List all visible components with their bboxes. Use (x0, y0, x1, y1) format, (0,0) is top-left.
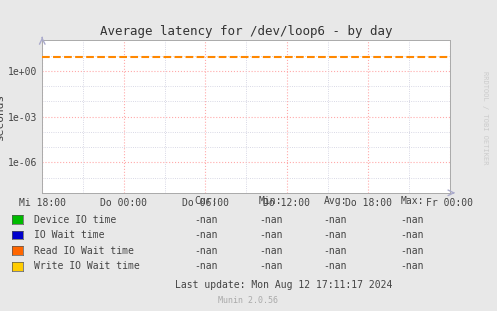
Text: IO Wait time: IO Wait time (34, 230, 104, 240)
Text: -nan: -nan (401, 246, 424, 256)
Title: Average latency for /dev/loop6 - by day: Average latency for /dev/loop6 - by day (100, 25, 392, 38)
Text: Max:: Max: (401, 196, 424, 206)
Text: Munin 2.0.56: Munin 2.0.56 (219, 296, 278, 305)
Text: Avg:: Avg: (324, 196, 347, 206)
Text: Last update: Mon Aug 12 17:11:17 2024: Last update: Mon Aug 12 17:11:17 2024 (174, 280, 392, 290)
Text: -nan: -nan (194, 230, 218, 240)
Text: Cur:: Cur: (194, 196, 218, 206)
Text: -nan: -nan (401, 215, 424, 225)
Text: -nan: -nan (324, 215, 347, 225)
Text: -nan: -nan (194, 215, 218, 225)
Text: -nan: -nan (401, 230, 424, 240)
Text: -nan: -nan (401, 261, 424, 271)
Text: -nan: -nan (194, 261, 218, 271)
Text: Min:: Min: (259, 196, 283, 206)
Text: -nan: -nan (324, 261, 347, 271)
Text: -nan: -nan (259, 215, 283, 225)
Text: -nan: -nan (324, 246, 347, 256)
Y-axis label: seconds: seconds (0, 93, 5, 140)
Text: -nan: -nan (324, 230, 347, 240)
Text: Write IO Wait time: Write IO Wait time (34, 261, 140, 271)
Text: Read IO Wait time: Read IO Wait time (34, 246, 134, 256)
Text: -nan: -nan (259, 261, 283, 271)
Text: -nan: -nan (259, 246, 283, 256)
Text: -nan: -nan (259, 230, 283, 240)
Text: Device IO time: Device IO time (34, 215, 116, 225)
Text: -nan: -nan (194, 246, 218, 256)
Text: RRDTOOL / TOBI OETIKER: RRDTOOL / TOBI OETIKER (482, 72, 488, 165)
